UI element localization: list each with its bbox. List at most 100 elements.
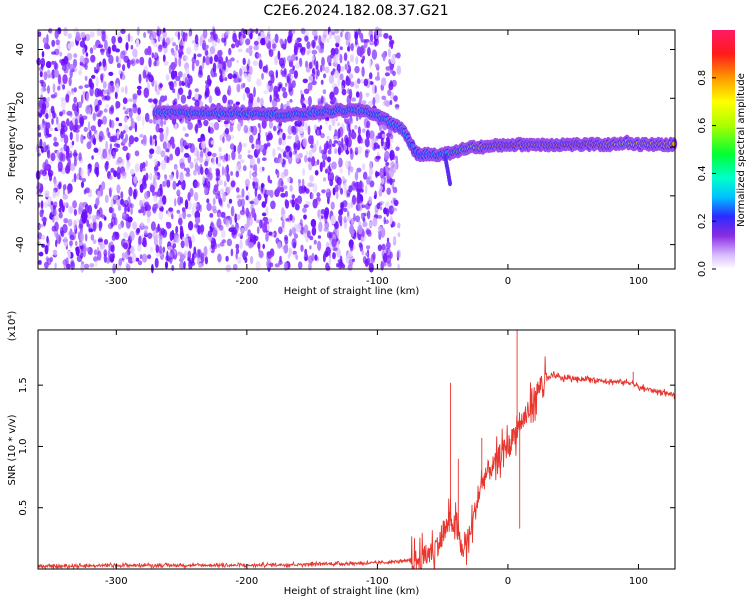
noise-speck bbox=[103, 216, 107, 221]
noise-speck bbox=[213, 184, 219, 193]
noise-speck bbox=[331, 238, 337, 248]
noise-speck bbox=[95, 69, 99, 74]
noise-speck bbox=[332, 252, 336, 260]
noise-speck bbox=[229, 216, 233, 225]
noise-speck bbox=[180, 145, 184, 153]
y-tick-label: 1.0 bbox=[18, 438, 29, 454]
noise-speck bbox=[387, 89, 392, 96]
noise-speck bbox=[317, 69, 320, 77]
noise-speck bbox=[86, 219, 90, 228]
noise-speck bbox=[205, 44, 209, 49]
noise-speck bbox=[298, 179, 301, 184]
noise-speck bbox=[225, 264, 231, 273]
noise-speck bbox=[77, 101, 83, 109]
noise-speck bbox=[53, 141, 59, 147]
noise-speck bbox=[82, 91, 86, 96]
noise-speck bbox=[222, 192, 227, 203]
noise-speck bbox=[339, 73, 344, 81]
noise-speck bbox=[50, 201, 54, 206]
noise-speck bbox=[141, 176, 147, 185]
noise-speck bbox=[80, 181, 85, 189]
noise-speck bbox=[134, 150, 140, 157]
noise-speck bbox=[184, 250, 188, 256]
noise-speck bbox=[330, 71, 334, 76]
noise-speck bbox=[320, 132, 325, 139]
noise-speck bbox=[216, 169, 221, 177]
noise-speck bbox=[79, 113, 83, 122]
noise-speck bbox=[299, 45, 303, 53]
noise-speck bbox=[194, 180, 200, 188]
noise-speck bbox=[298, 185, 304, 195]
noise-speck bbox=[331, 161, 337, 170]
noise-speck bbox=[46, 34, 49, 45]
noise-speck bbox=[191, 56, 196, 64]
noise-speck bbox=[334, 70, 340, 79]
noise-speck bbox=[365, 252, 368, 256]
noise-speck bbox=[247, 154, 254, 160]
noise-speck bbox=[155, 150, 161, 154]
noise-speck bbox=[54, 48, 60, 56]
noise-speck bbox=[389, 149, 395, 161]
noise-speck bbox=[155, 244, 160, 253]
noise-speck bbox=[342, 264, 346, 269]
noise-speck bbox=[76, 255, 83, 263]
noise-speck bbox=[388, 35, 393, 41]
noise-speck bbox=[311, 55, 315, 61]
noise-speck bbox=[284, 82, 288, 88]
noise-speck bbox=[339, 46, 343, 51]
noise-speck bbox=[278, 137, 283, 146]
noise-speck bbox=[236, 214, 241, 221]
noise-speck bbox=[200, 133, 205, 139]
noise-speck bbox=[44, 190, 50, 198]
noise-speck bbox=[322, 159, 326, 168]
noise-speck bbox=[180, 180, 184, 189]
noise-speck bbox=[172, 88, 176, 93]
noise-speck bbox=[107, 46, 112, 55]
noise-speck bbox=[69, 63, 74, 71]
noise-speck bbox=[43, 71, 48, 81]
noise-speck bbox=[91, 134, 96, 145]
noise-speck bbox=[73, 158, 77, 167]
noise-speck bbox=[355, 56, 359, 65]
noise-speck bbox=[93, 256, 99, 262]
noise-speck bbox=[202, 40, 207, 51]
noise-speck bbox=[223, 120, 229, 125]
noise-speck bbox=[346, 94, 352, 106]
noise-speck bbox=[179, 261, 185, 270]
noise-speck bbox=[282, 91, 288, 99]
snr-x-axis-label: Height of straight line (km) bbox=[284, 586, 420, 597]
noise-speck bbox=[70, 163, 76, 172]
noise-speck bbox=[305, 60, 309, 69]
noise-speck bbox=[80, 31, 86, 38]
noise-speck bbox=[294, 197, 298, 206]
noise-speck bbox=[255, 28, 259, 35]
noise-speck bbox=[151, 52, 155, 59]
spectrogram-y-axis-label: Frequency (Hz) bbox=[7, 102, 18, 178]
noise-speck bbox=[300, 95, 306, 106]
noise-speck bbox=[73, 208, 77, 216]
noise-speck bbox=[216, 38, 220, 44]
noise-speck bbox=[220, 229, 226, 239]
noise-speck bbox=[52, 83, 56, 93]
noise-speck bbox=[174, 198, 177, 207]
noise-speck bbox=[249, 255, 254, 265]
noise-speck bbox=[247, 229, 252, 237]
noise-speck bbox=[142, 237, 147, 248]
noise-speck bbox=[42, 121, 47, 126]
noise-speck bbox=[69, 120, 74, 131]
noise-speck bbox=[179, 41, 183, 46]
noise-speck bbox=[158, 30, 162, 35]
noise-speck bbox=[38, 260, 42, 265]
noise-speck bbox=[84, 33, 91, 42]
noise-speck bbox=[205, 55, 211, 66]
noise-speck bbox=[216, 212, 222, 218]
noise-speck bbox=[111, 44, 117, 52]
noise-speck bbox=[41, 209, 44, 214]
noise-speck bbox=[212, 238, 216, 248]
spectrogram-noise bbox=[35, 25, 402, 274]
noise-speck bbox=[84, 84, 90, 89]
noise-speck bbox=[305, 188, 310, 194]
noise-speck bbox=[321, 152, 327, 161]
noise-speck bbox=[138, 209, 143, 214]
noise-speck bbox=[70, 90, 75, 95]
